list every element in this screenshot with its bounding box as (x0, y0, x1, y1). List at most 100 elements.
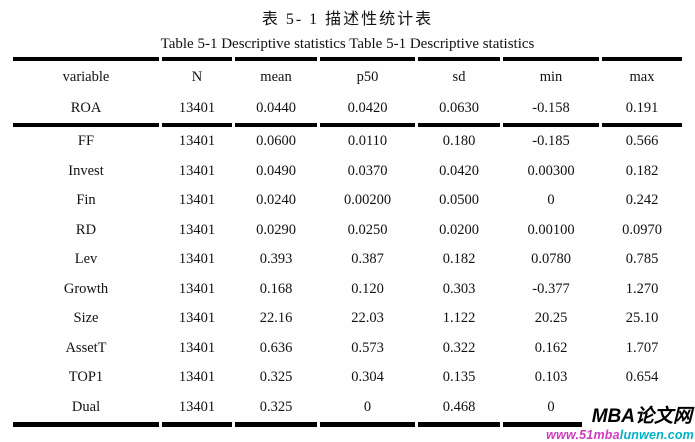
table-title-zh: 表 5- 1 描述性统计表 (261, 11, 434, 28)
table-cell: 0.322 (442, 339, 476, 356)
table-cell: 0.303 (442, 280, 476, 297)
watermark-url-right: lunwen.com (619, 427, 694, 442)
table-cell: 0.387 (351, 251, 384, 268)
table-cell: 0.654 (625, 369, 659, 386)
table-cell: 0.242 (625, 192, 659, 209)
table-cell: -0.158 (503, 93, 599, 127)
table-cell: 0.0420 (439, 162, 479, 179)
column-header-min: min (503, 57, 599, 93)
column-header-p50: p50 (320, 57, 415, 93)
row-label: Size (73, 310, 99, 327)
table-row-size: Size 13401 22.16 22.03 1.122 20.25 25.10 (13, 304, 682, 334)
table-cell: 0.103 (534, 369, 568, 386)
table-cell: 0 (503, 393, 599, 427)
row-label: FF (77, 133, 95, 150)
table-row-rd: RD 13401 0.0290 0.0250 0.0200 0.00100 0.… (13, 216, 682, 246)
table-cell: 0.393 (259, 251, 293, 268)
table-cell: 0.162 (534, 339, 568, 356)
watermark: MBA论文网 www.51mbalunwen.com (546, 402, 695, 442)
table-cell: 20.25 (534, 310, 568, 327)
table-cell: 0.168 (259, 280, 293, 297)
table-header-row: variable N mean p50 sd min max (13, 57, 682, 93)
table-cell: 13401 (178, 280, 216, 297)
table-cell: 13401 (178, 251, 216, 268)
row-label: TOP1 (68, 369, 104, 386)
table-cell: 0.0200 (439, 221, 479, 238)
table-row-top1: TOP1 13401 0.325 0.304 0.135 0.103 0.654 (13, 363, 682, 393)
table-cell: 0.0240 (256, 192, 296, 209)
row-label: AssetT (65, 339, 107, 356)
table-row-lev: Lev 13401 0.393 0.387 0.182 0.0780 0.785 (13, 245, 682, 275)
watermark-brand: MBA论文网 (581, 402, 695, 428)
table-cell: 0.573 (351, 339, 384, 356)
row-label: ROA (13, 93, 159, 127)
table-cell: 0.0500 (439, 192, 479, 209)
table-row-invest: Invest 13401 0.0490 0.0370 0.0420 0.0030… (13, 157, 682, 187)
table-cell: 0.0780 (531, 251, 571, 268)
column-header-mean: mean (235, 57, 317, 93)
table-cell: 22.16 (259, 310, 293, 327)
table-title-en: Table 5-1 Descriptive statistics Table 5… (160, 36, 535, 52)
table-cell: 0.468 (418, 393, 500, 427)
table-cell: 13401 (178, 310, 216, 327)
table-cell: 1.122 (442, 310, 476, 327)
row-label: Lev (74, 251, 98, 268)
table-cell: 0.182 (442, 251, 476, 268)
table-cell: 0.0290 (256, 221, 296, 238)
table-cell: -0.377 (532, 280, 570, 297)
table-cell: 0.0370 (347, 162, 388, 179)
table-cell: 0.0110 (347, 133, 388, 150)
row-label: Invest (68, 162, 104, 179)
table-cell: 25.10 (625, 310, 659, 327)
table-row-assett: AssetT 13401 0.636 0.573 0.322 0.162 1.7… (13, 334, 682, 364)
table-row-ff: FF 13401 0.0600 0.0110 0.180 -0.185 0.56… (13, 127, 682, 157)
table-cell: 1.270 (625, 280, 659, 297)
table-cell: 13401 (178, 369, 216, 386)
table-cell: 0.566 (625, 133, 659, 150)
table-cell: 0.785 (625, 251, 659, 268)
table-cell: 0.00200 (343, 192, 392, 209)
table-row-dual: Dual 13401 0.325 0 0.468 0 (13, 393, 682, 427)
table-cell: 0.120 (351, 280, 384, 297)
table-cell: 0.325 (235, 393, 317, 427)
table-cell: 0.135 (442, 369, 476, 386)
table-cell: 0 (547, 192, 555, 209)
table-row-roa: ROA 13401 0.0440 0.0420 0.0630 -0.158 0.… (13, 93, 682, 127)
row-label: Dual (13, 393, 159, 427)
table-cell: 0.182 (625, 162, 659, 179)
table-cell: 0.0440 (235, 93, 317, 127)
table-cell: 0.00100 (527, 221, 575, 238)
column-header-max: max (602, 57, 682, 93)
table-row-growth: Growth 13401 0.168 0.120 0.303 -0.377 1.… (13, 275, 682, 305)
title-block: 表 5- 1 描述性统计表 Table 5-1 Descriptive stat… (0, 0, 695, 53)
table-cell: 0.0630 (418, 93, 500, 127)
table-cell: 0.0490 (256, 162, 296, 179)
table-cell: 13401 (178, 339, 216, 356)
table-cell: 0.00300 (527, 162, 575, 179)
table-cell: 0.180 (442, 133, 476, 150)
table-cell: 0.325 (259, 369, 293, 386)
table-cell: 0.0600 (256, 133, 296, 150)
table-cell: 22.03 (351, 310, 384, 327)
table-cell: 0.0250 (347, 221, 388, 238)
row-label: Growth (63, 280, 109, 297)
table-cell: 13401 (162, 93, 232, 127)
table-cell: 1.707 (625, 339, 659, 356)
column-header-sd: sd (418, 57, 500, 93)
table-cell: 0.0970 (622, 221, 662, 238)
row-label: RD (75, 221, 97, 238)
table-cell: 0.191 (602, 93, 682, 127)
watermark-url: www.51mbalunwen.com (546, 427, 695, 442)
column-header-variable: variable (13, 57, 159, 93)
table-cell: 13401 (178, 221, 216, 238)
table-cell: 0 (320, 393, 415, 427)
table-cell: 13401 (178, 162, 216, 179)
table-cell: 13401 (178, 192, 216, 209)
table-cell: 0.636 (259, 339, 293, 356)
column-header-n: N (162, 57, 232, 93)
table-cell: 13401 (162, 393, 232, 427)
table-cell: 13401 (178, 133, 216, 150)
watermark-url-left: www.51mba (546, 427, 620, 442)
table-cell: -0.185 (532, 133, 570, 150)
table-row-fin: Fin 13401 0.0240 0.00200 0.0500 0 0.242 (13, 186, 682, 216)
